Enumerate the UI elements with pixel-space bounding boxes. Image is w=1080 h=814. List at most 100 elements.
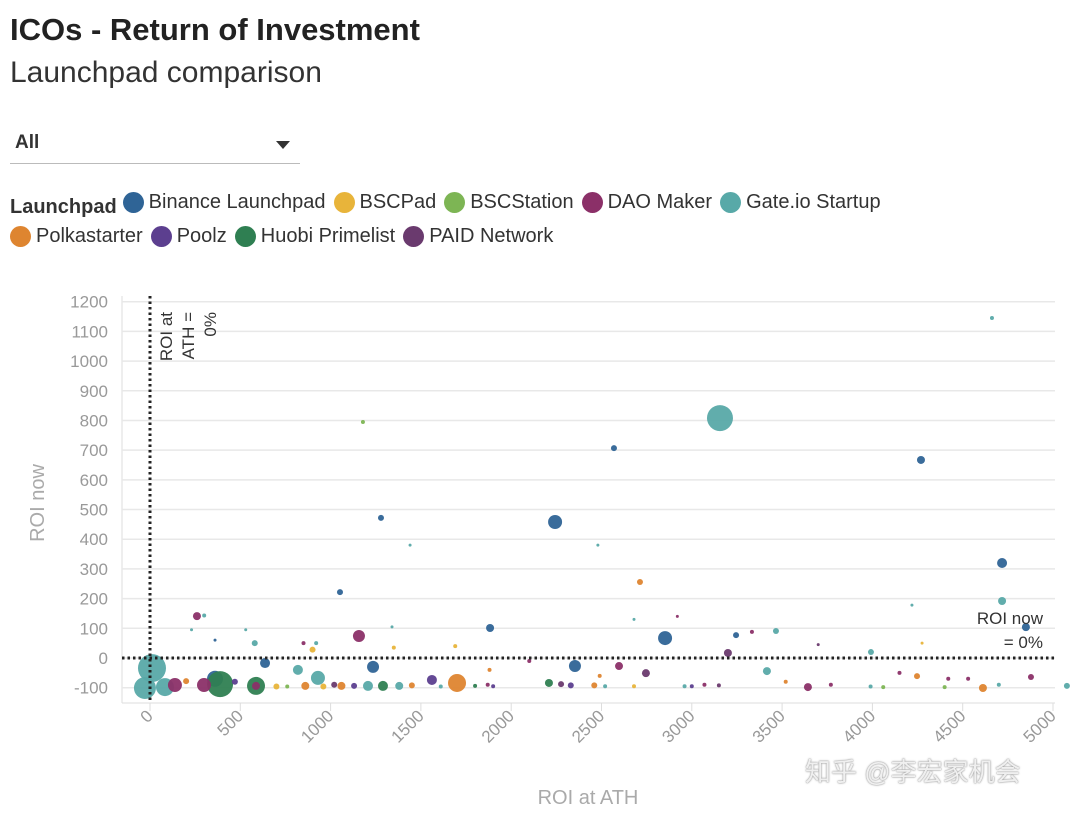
- legend-item[interactable]: DAO Maker: [581, 188, 712, 217]
- data-point[interactable]: [675, 614, 679, 618]
- data-point[interactable]: [897, 670, 902, 675]
- data-point[interactable]: [301, 681, 310, 690]
- data-point[interactable]: [352, 630, 365, 643]
- data-point[interactable]: [716, 683, 721, 688]
- data-point[interactable]: [816, 643, 820, 647]
- data-point[interactable]: [868, 684, 873, 689]
- data-point[interactable]: [989, 316, 994, 321]
- data-point[interactable]: [196, 678, 211, 693]
- data-point[interactable]: [395, 681, 404, 690]
- data-point[interactable]: [320, 683, 327, 690]
- data-point[interactable]: [998, 596, 1007, 605]
- data-point[interactable]: [867, 649, 874, 656]
- data-point[interactable]: [486, 624, 495, 633]
- data-point[interactable]: [231, 678, 238, 685]
- data-point[interactable]: [733, 632, 740, 639]
- data-point[interactable]: [689, 684, 694, 689]
- data-point[interactable]: [803, 683, 812, 692]
- data-point[interactable]: [1021, 623, 1030, 632]
- data-point[interactable]: [137, 654, 166, 683]
- data-point[interactable]: [202, 613, 207, 618]
- legend-item[interactable]: Poolz: [150, 222, 227, 251]
- data-point[interactable]: [213, 638, 217, 642]
- data-point[interactable]: [749, 629, 754, 634]
- data-point[interactable]: [377, 514, 384, 521]
- data-point[interactable]: [314, 641, 319, 646]
- data-point[interactable]: [996, 682, 1001, 687]
- legend-item[interactable]: PAID Network: [403, 222, 553, 251]
- data-point[interactable]: [273, 683, 280, 690]
- data-point[interactable]: [453, 644, 458, 649]
- data-point[interactable]: [292, 664, 303, 675]
- data-point[interactable]: [192, 612, 201, 621]
- legend-item[interactable]: Huobi Primelist: [234, 222, 395, 251]
- legend-item[interactable]: BSCPad: [333, 188, 436, 217]
- data-point[interactable]: [544, 678, 553, 687]
- data-point[interactable]: [942, 685, 947, 690]
- data-point[interactable]: [336, 589, 343, 596]
- data-point[interactable]: [377, 680, 388, 691]
- data-point[interactable]: [658, 631, 673, 646]
- data-point[interactable]: [966, 676, 971, 681]
- data-point[interactable]: [426, 674, 437, 685]
- data-point[interactable]: [828, 682, 833, 687]
- data-point[interactable]: [331, 681, 338, 688]
- data-point[interactable]: [641, 669, 650, 678]
- data-point[interactable]: [706, 405, 733, 432]
- data-point[interactable]: [351, 682, 358, 689]
- data-point[interactable]: [207, 671, 234, 698]
- data-point[interactable]: [301, 641, 306, 646]
- data-point[interactable]: [285, 684, 290, 689]
- data-point[interactable]: [244, 628, 248, 632]
- data-point[interactable]: [558, 681, 565, 688]
- data-point[interactable]: [632, 684, 637, 689]
- data-point[interactable]: [881, 685, 886, 690]
- data-point[interactable]: [548, 515, 563, 530]
- data-point[interactable]: [946, 676, 951, 681]
- data-point[interactable]: [260, 658, 271, 669]
- data-point[interactable]: [910, 603, 914, 607]
- data-point[interactable]: [309, 646, 316, 653]
- data-point[interactable]: [391, 645, 396, 650]
- data-point[interactable]: [310, 670, 325, 685]
- data-point[interactable]: [362, 680, 373, 691]
- legend-item[interactable]: Binance Launchpad: [122, 188, 326, 217]
- data-point[interactable]: [702, 682, 707, 687]
- data-point[interactable]: [251, 640, 258, 647]
- data-point[interactable]: [473, 683, 478, 688]
- data-point[interactable]: [762, 667, 771, 676]
- data-point[interactable]: [360, 419, 365, 424]
- data-point[interactable]: [190, 628, 194, 632]
- data-point[interactable]: [567, 682, 574, 689]
- data-point[interactable]: [167, 678, 182, 693]
- data-point[interactable]: [997, 557, 1008, 568]
- data-point[interactable]: [615, 662, 624, 671]
- data-point[interactable]: [448, 673, 467, 692]
- data-point[interactable]: [337, 681, 346, 690]
- data-point[interactable]: [772, 627, 779, 634]
- data-point[interactable]: [914, 673, 921, 680]
- data-point[interactable]: [591, 682, 598, 689]
- data-point[interactable]: [408, 682, 415, 689]
- data-point[interactable]: [603, 684, 608, 689]
- data-point[interactable]: [632, 617, 636, 621]
- data-point[interactable]: [978, 683, 987, 692]
- legend-item[interactable]: BSCStation: [444, 188, 574, 217]
- data-point[interactable]: [723, 648, 732, 657]
- data-point[interactable]: [485, 682, 490, 687]
- data-point[interactable]: [597, 673, 602, 678]
- data-point[interactable]: [783, 679, 788, 684]
- data-point[interactable]: [1063, 682, 1070, 689]
- data-point[interactable]: [682, 684, 687, 689]
- data-point[interactable]: [491, 684, 496, 689]
- data-point[interactable]: [610, 445, 617, 452]
- data-point[interactable]: [487, 667, 492, 672]
- launchpad-filter-dropdown[interactable]: All: [10, 128, 300, 164]
- data-point[interactable]: [133, 676, 156, 699]
- data-point[interactable]: [1027, 674, 1034, 681]
- data-point[interactable]: [920, 641, 924, 645]
- data-point[interactable]: [183, 678, 190, 685]
- data-point[interactable]: [636, 578, 643, 585]
- data-point[interactable]: [408, 543, 412, 547]
- data-point[interactable]: [252, 681, 261, 690]
